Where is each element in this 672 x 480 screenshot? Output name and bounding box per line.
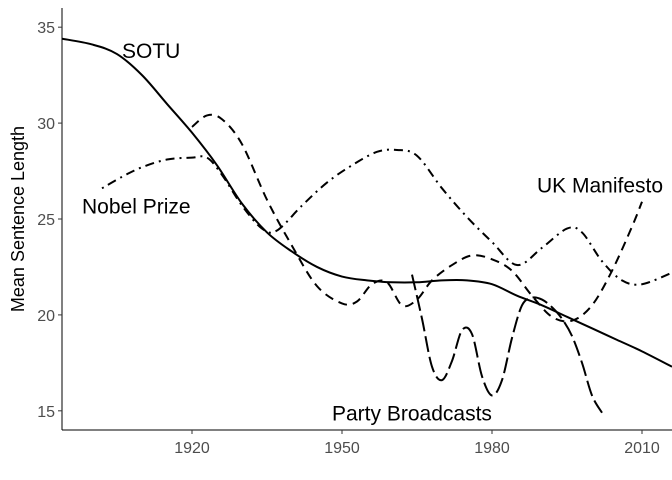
axes-layer xyxy=(61,8,672,431)
ticks-layer: 1920 1950 1980 2010 15 20 25 30 35 xyxy=(37,20,660,457)
y-tick-label-15: 15 xyxy=(37,404,55,421)
y-tick-label-35: 35 xyxy=(37,20,55,37)
series-layer xyxy=(62,37,672,414)
series-line-uk-manifesto xyxy=(191,113,643,323)
x-tick-label-2010: 2010 xyxy=(624,440,660,457)
series-line-party-broadcasts xyxy=(411,274,603,414)
series-line-nobel-prize xyxy=(101,148,672,286)
y-tick-label-25: 25 xyxy=(37,212,55,229)
x-tick-label-1950: 1950 xyxy=(324,440,360,457)
y-tick-label-30: 30 xyxy=(37,116,55,133)
y-tick-label-20: 20 xyxy=(37,308,55,325)
series-label-nobel-prize: Nobel Prize xyxy=(82,196,191,219)
x-tick-label-1980: 1980 xyxy=(474,440,510,457)
series-line-sotu xyxy=(62,37,672,368)
series-label-sotu: SOTU xyxy=(122,40,180,63)
y-axis-title: Mean Sentence Length xyxy=(8,126,28,312)
x-tick-label-1920: 1920 xyxy=(174,440,210,457)
annotation-layer: SOTU Nobel Prize UK Manifesto Party Broadca… xyxy=(82,40,663,426)
series-label-party-broadcasts: Party Broadcasts xyxy=(332,403,492,426)
series-label-uk-manifesto: UK Manifesto xyxy=(537,174,663,197)
